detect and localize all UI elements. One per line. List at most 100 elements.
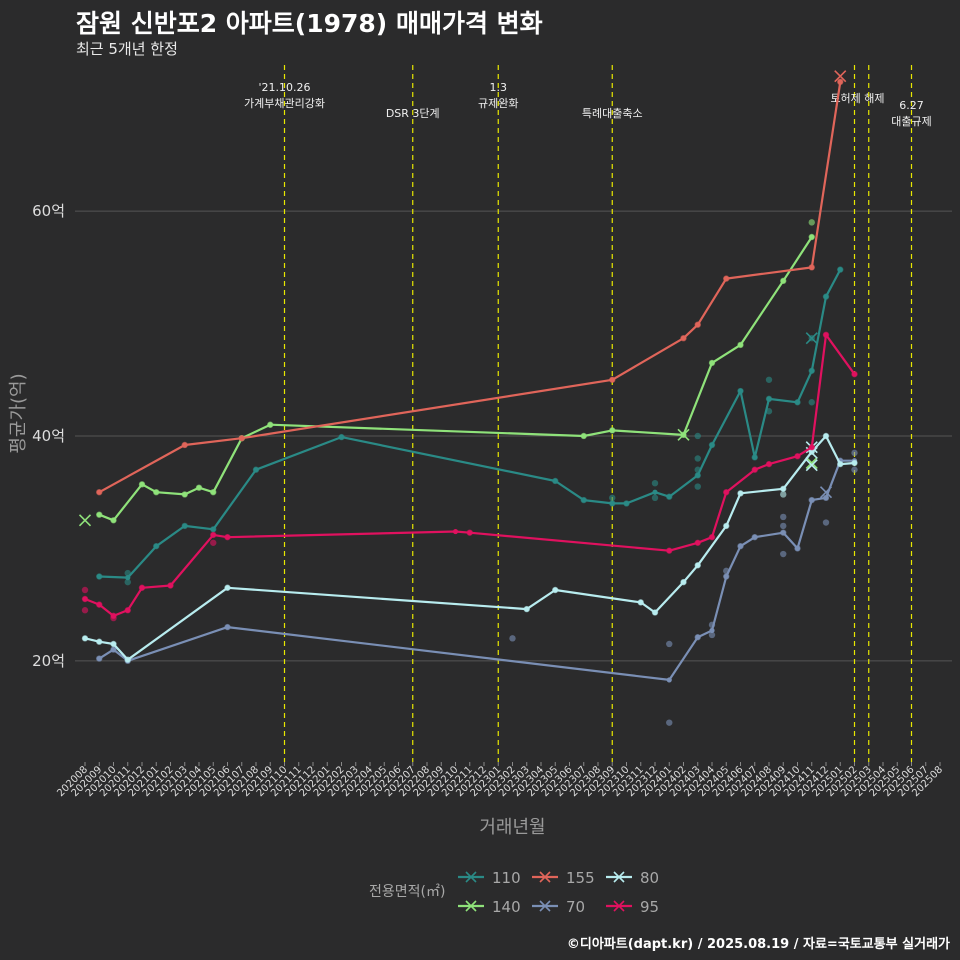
line-vertex	[680, 579, 687, 585]
x-marker	[834, 70, 847, 83]
data-point	[694, 455, 701, 462]
data-point	[210, 539, 217, 546]
line-vertex	[652, 489, 658, 495]
data-point	[694, 483, 701, 490]
line-vertex	[666, 494, 672, 500]
data-point	[694, 432, 701, 440]
legend-title: 전용면적(㎡)	[369, 884, 445, 900]
line-vertex	[737, 342, 744, 348]
series-140	[78, 219, 818, 527]
line-vertex	[110, 517, 117, 523]
line-vertex	[153, 543, 159, 549]
line-vertex	[96, 655, 102, 662]
line-vertex	[737, 543, 744, 549]
line-vertex	[609, 500, 615, 507]
line-vertex	[695, 540, 701, 546]
line-vertex	[709, 360, 715, 366]
line-vertex	[552, 478, 558, 484]
legend-marker	[465, 871, 477, 883]
line-vertex	[125, 575, 131, 581]
line-vertex	[794, 399, 801, 405]
line-vertex	[110, 641, 117, 647]
x-axis-title: 거래년월	[479, 817, 545, 838]
line-vertex	[153, 489, 159, 495]
series-line	[99, 269, 842, 579]
legend-item-70: 70	[532, 898, 585, 916]
line-vertex	[524, 606, 530, 612]
data-point	[851, 466, 858, 473]
line-vertex	[210, 526, 216, 532]
line-vertex	[780, 530, 786, 536]
event-label: 6.27	[899, 99, 924, 112]
line-vertex	[581, 497, 587, 503]
data-point	[81, 607, 89, 614]
data-point	[666, 719, 673, 726]
legend-label: 155	[566, 869, 595, 887]
line-vertex	[210, 489, 216, 495]
line-vertex	[196, 485, 202, 491]
line-vertex	[809, 497, 815, 503]
data-point	[780, 491, 787, 498]
line-vertex	[709, 534, 715, 540]
data-point	[666, 640, 673, 648]
line-vertex	[766, 461, 772, 467]
line-vertex	[581, 433, 587, 439]
line-vertex	[666, 677, 672, 683]
data-point	[81, 586, 89, 594]
legend-label: 140	[492, 898, 521, 916]
line-vertex	[638, 599, 644, 605]
series-line	[98, 81, 842, 494]
event-label: 규제완화	[478, 97, 518, 110]
x-marker	[78, 514, 92, 527]
legend-marker	[539, 871, 551, 883]
line-vertex	[167, 582, 174, 589]
line-vertex	[737, 388, 744, 394]
line-vertex	[125, 607, 131, 613]
series-line	[84, 333, 856, 617]
line-vertex	[809, 444, 815, 450]
line-vertex	[609, 427, 615, 433]
footer-credit: ©디아파트(dapt.kr) / 2025.08.19 / 자료=국토교통부 실…	[566, 937, 950, 952]
x-marker	[805, 459, 818, 472]
line-vertex	[723, 489, 729, 495]
line-vertex	[823, 495, 829, 501]
legend-item-110: 110	[458, 869, 521, 887]
line-vertex	[752, 454, 758, 460]
line-vertex	[110, 613, 117, 619]
legend-marker	[465, 900, 477, 912]
data-point	[765, 376, 773, 383]
data-point	[124, 578, 131, 586]
legend-label: 95	[640, 898, 659, 916]
line-vertex	[823, 332, 829, 338]
series-95	[81, 331, 858, 622]
event-label: DSR 3단계	[386, 107, 440, 120]
line-vertex	[680, 335, 687, 341]
event-label: 토허제 해제	[830, 91, 884, 105]
line-vertex	[96, 602, 102, 608]
line-vertex	[809, 234, 815, 240]
line-vertex	[452, 528, 459, 535]
series-line	[98, 459, 855, 681]
line-vertex	[851, 460, 858, 466]
line-vertex	[267, 422, 273, 428]
line-vertex	[110, 646, 117, 653]
line-vertex	[96, 639, 102, 645]
x-marker	[805, 456, 818, 470]
line-vertex	[695, 472, 701, 478]
legend-item-80: 80	[606, 869, 659, 887]
line-vertex	[224, 585, 231, 591]
line-vertex	[623, 500, 630, 507]
line-vertex	[695, 562, 701, 568]
y-tick-label: 20억	[32, 652, 65, 670]
data-point	[808, 399, 815, 406]
line-vertex	[752, 467, 758, 473]
legend-label: 80	[640, 869, 659, 887]
line-vertex	[709, 442, 715, 448]
data-point	[651, 494, 659, 502]
line-vertex	[695, 322, 701, 328]
line-vertex	[338, 434, 345, 440]
line-vertex	[823, 433, 829, 439]
legend-label: 70	[566, 898, 585, 916]
line-vertex	[809, 368, 815, 374]
